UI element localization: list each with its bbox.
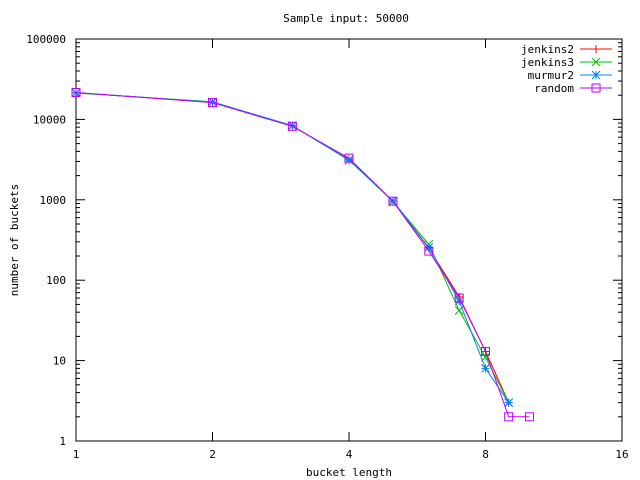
legend-label: random [534, 82, 574, 95]
chart-title: Sample input: 50000 [283, 12, 409, 25]
x-axis: 1 2 4 8 16 [73, 39, 629, 461]
legend-item: random [534, 82, 612, 95]
y-axis: 1 10 100 1000 10000 100000 [26, 33, 622, 448]
legend-label: murmur2 [528, 69, 574, 82]
data-point [208, 98, 217, 108]
y-tick-label: 10 [53, 355, 66, 368]
series-line [75, 92, 510, 403]
x-tick-label: 16 [615, 448, 628, 461]
y-tick-label: 10000 [33, 113, 66, 126]
legend-item: murmur2 [528, 69, 612, 82]
legend-item: jenkins3 [521, 56, 612, 69]
series-line [75, 92, 530, 418]
data-point [71, 88, 81, 98]
series-murmur2 [71, 88, 514, 407]
data-point [481, 346, 490, 356]
y-tick-label: 1000 [40, 194, 67, 207]
y-tick-label: 100 [46, 274, 66, 287]
x-axis-label: bucket length [306, 466, 392, 479]
data-point [591, 83, 601, 93]
x-tick-label: 8 [482, 448, 489, 461]
series-layer [71, 88, 534, 422]
legend-item: jenkins2 [521, 43, 612, 56]
data-point [591, 57, 601, 67]
data-point [454, 293, 464, 303]
x-tick-label: 2 [209, 448, 216, 461]
y-tick-label: 100000 [26, 33, 66, 46]
series-jenkins3 [71, 88, 514, 407]
data-point [592, 45, 600, 53]
series-jenkins2 [72, 88, 513, 407]
series-line [75, 92, 510, 403]
series-random [71, 88, 534, 422]
data-point [504, 398, 514, 407]
y-tick-label: 1 [59, 435, 66, 448]
data-point [524, 412, 534, 422]
data-point [388, 196, 398, 206]
y-axis-label: number of buckets [8, 184, 21, 297]
data-point [481, 364, 490, 373]
x-tick-label: 4 [346, 448, 353, 461]
data-point [344, 153, 354, 163]
legend-label: jenkins3 [521, 56, 574, 69]
data-point [287, 121, 297, 131]
legend-label: jenkins2 [521, 43, 574, 56]
data-point [591, 70, 601, 80]
data-point [424, 246, 434, 256]
x-tick-label: 1 [73, 448, 80, 461]
plot-frame [75, 38, 623, 442]
series-line [75, 92, 510, 403]
data-point [504, 412, 514, 422]
